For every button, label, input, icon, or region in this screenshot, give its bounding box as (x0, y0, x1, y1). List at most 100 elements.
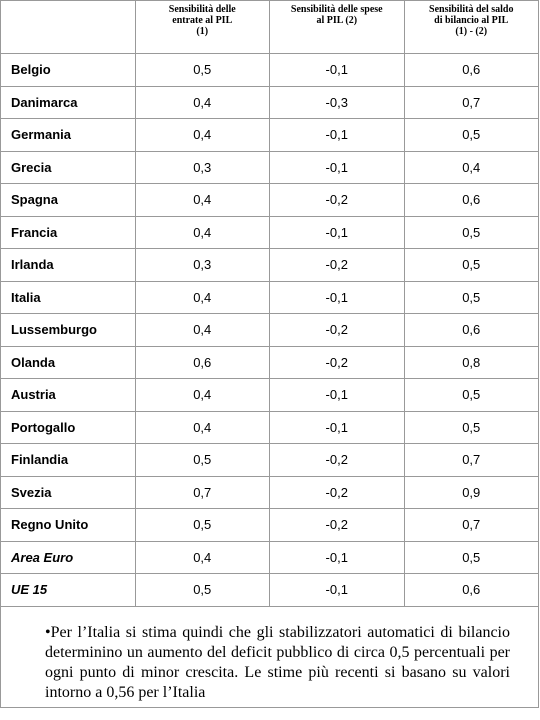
cell-value: -0,2 (269, 443, 405, 477)
cell-value: 0,7 (403, 443, 539, 477)
cell-value: 0,5 (403, 540, 539, 574)
country-name: Area Euro (0, 540, 136, 574)
cell-value: 0,4 (134, 313, 270, 347)
table-row: Lussemburgo 0,4 -0,2 0,6 (0, 313, 539, 347)
cell-value: 0,6 (134, 345, 270, 379)
table-row: Belgio 0,5 -0,1 0,6 (0, 53, 539, 87)
cell-value: -0,1 (269, 118, 405, 152)
table-row: Germania 0,4 -0,1 0,5 (0, 118, 539, 152)
cell-value: -0,1 (269, 150, 405, 184)
country-name: Portogallo (0, 410, 136, 444)
note: •Per l’Italia si stima quindi che gli st… (0, 603, 539, 708)
header-line: Sensibilità del saldo (429, 4, 514, 15)
country-name: Belgio (0, 53, 136, 87)
column-header: Sensibilità del saldo di bilancio al PIL(… (403, 0, 539, 54)
cell-value: 0,6 (403, 573, 539, 607)
table-row: Spagna 0,4 -0,2 0,6 (0, 183, 539, 217)
table-row: Danimarca 0,4 -0,3 0,7 (0, 85, 539, 119)
cell-value: 0,6 (403, 53, 539, 87)
cell-value: -0,2 (269, 183, 405, 217)
cell-value: 0,5 (134, 443, 270, 477)
cell-value: 0,4 (134, 540, 270, 574)
table-row: Francia 0,4 -0,1 0,5 (0, 215, 539, 249)
sensitivity-table: Sensibilità delle entrate al PIL (1) Sensib… (0, 0, 539, 607)
cell-value: 0,4 (134, 118, 270, 152)
cell-value: -0,1 (269, 573, 405, 607)
country-name: UE 15 (0, 573, 136, 607)
cell-value: 0,7 (134, 475, 270, 509)
table-row: Grecia 0,3 -0,1 0,4 (0, 150, 539, 184)
table-row: Regno Unito 0,5 -0,2 0,7 (0, 508, 539, 542)
country-name: Lussemburgo (0, 313, 136, 347)
table-row: UE 15 0,5 -0,1 0,6 (0, 573, 539, 607)
cell-value: 0,4 (134, 183, 270, 217)
country-name: Regno Unito (0, 508, 136, 542)
cell-value: -0,2 (269, 475, 405, 509)
country-name: Francia (0, 215, 136, 249)
cell-value: 0,4 (134, 85, 270, 119)
cell-value: -0,1 (269, 410, 405, 444)
cell-value: 0,5 (403, 378, 539, 412)
cell-value: -0,2 (269, 508, 405, 542)
country-name: Italia (0, 280, 136, 314)
cell-value: -0,2 (269, 313, 405, 347)
header-line: Sensibilità delle (168, 4, 236, 15)
header-line: al PIL (2) (316, 15, 358, 26)
cell-value: 0,5 (403, 410, 539, 444)
cell-value: 0,4 (403, 150, 539, 184)
cell-value: 0,3 (134, 150, 270, 184)
header-row: Sensibilità delle entrate al PIL (1) Sensib… (0, 0, 539, 54)
cell-value: -0,1 (269, 378, 405, 412)
cell-value: 0,5 (403, 280, 539, 314)
header-line: (1) (196, 26, 209, 37)
cell-value: 0,3 (134, 248, 270, 282)
cell-value: 0,5 (403, 248, 539, 282)
table-row: Portogallo 0,4 -0,1 0,5 (0, 410, 539, 444)
table-row: Olanda 0,6 -0,2 0,8 (0, 345, 539, 379)
cell-value: 0,6 (403, 313, 539, 347)
cell-value: -0,1 (269, 215, 405, 249)
table-row: Svezia 0,7 -0,2 0,9 (0, 475, 539, 509)
cell-value: 0,5 (134, 508, 270, 542)
cell-value: 0,7 (403, 508, 539, 542)
table-row: Italia 0,4 -0,1 0,5 (0, 280, 539, 314)
country-name: Olanda (0, 345, 136, 379)
cell-value: 0,4 (134, 215, 270, 249)
header-line: di bilancio al PIL (434, 15, 509, 26)
country-name: Grecia (0, 150, 136, 184)
table-row: Irlanda 0,3 -0,2 0,5 (0, 248, 539, 282)
country-name: Spagna (0, 183, 136, 217)
cell-value: -0,2 (269, 248, 405, 282)
country-name: Finlandia (0, 443, 136, 477)
header-line: entrate al PIL (172, 15, 233, 26)
cell-value: 0,5 (403, 118, 539, 152)
cell-value: -0,1 (269, 280, 405, 314)
table-row: Finlandia 0,5 -0,2 0,7 (0, 443, 539, 477)
cell-value: 0,5 (134, 573, 270, 607)
cell-value: 0,7 (403, 85, 539, 119)
country-name: Irlanda (0, 248, 136, 282)
cell-value: 0,5 (134, 53, 270, 87)
country-name: Germania (0, 118, 136, 152)
column-header: Sensibilità delle entrate al PIL (1) (134, 0, 270, 54)
cell-value: 0,4 (134, 280, 270, 314)
cell-value: -0,1 (269, 53, 405, 87)
cell-value: -0,2 (269, 345, 405, 379)
header-line: (1) - (2) (455, 26, 488, 37)
header-line: Sensibilità delle spese (290, 4, 383, 15)
cell-value: 0,9 (403, 475, 539, 509)
cell-value: -0,1 (269, 540, 405, 574)
cell-value: -0,3 (269, 85, 405, 119)
cell-value: 0,8 (403, 345, 539, 379)
country-name: Danimarca (0, 85, 136, 119)
table-row: Austria 0,4 -0,1 0,5 (0, 378, 539, 412)
country-name: Svezia (0, 475, 136, 509)
cell-value: 0,6 (403, 183, 539, 217)
column-header: Sensibilità delle spese al PIL (2) (269, 0, 405, 54)
cell-value: 0,4 (134, 410, 270, 444)
table-body: Belgio 0,5 -0,1 0,6 Danimarca 0,4 -0,3 0,7 Germa… (0, 53, 539, 607)
table-row: Area Euro 0,4 -0,1 0,5 (0, 540, 539, 574)
country-name: Austria (0, 378, 136, 412)
cell-value: 0,4 (134, 378, 270, 412)
